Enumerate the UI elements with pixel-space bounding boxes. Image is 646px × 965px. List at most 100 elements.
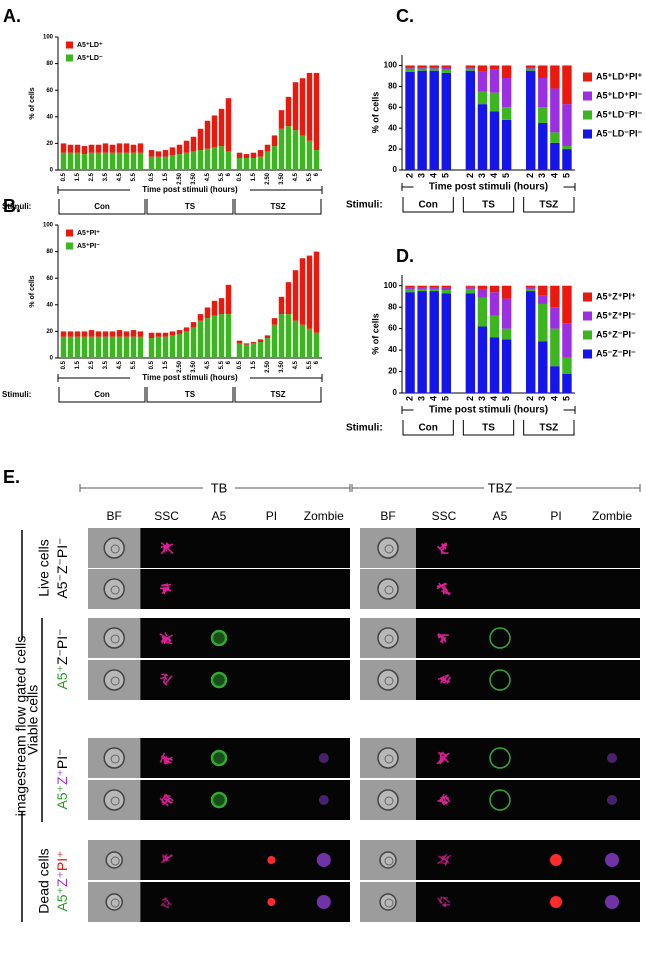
- condition-bg: [203, 481, 235, 495]
- ssc-signal: [161, 902, 166, 906]
- bf-cell: [103, 669, 125, 691]
- bf-nucleus: [110, 754, 120, 764]
- row-group-label: Dead cells: [36, 848, 52, 913]
- bar-segment: [130, 152, 137, 170]
- y-tick-label: 0: [50, 356, 54, 362]
- ssc-signal: [437, 674, 449, 681]
- x-tick-label: 5.5: [307, 360, 313, 369]
- bar-segment: [405, 288, 415, 293]
- pi-signal: [550, 896, 562, 908]
- group-bracket: [462, 197, 515, 213]
- bar-segment: [137, 152, 144, 170]
- ssc-signal: [438, 897, 443, 903]
- group-bracket: [146, 387, 234, 403]
- y-tick-label: 80: [46, 249, 53, 255]
- bar-segment: [211, 147, 218, 170]
- bar-segment: [162, 336, 169, 358]
- x-tick-label: 5.5: [307, 172, 313, 181]
- row-label-part: PI⁻: [54, 537, 70, 558]
- bar-segment: [95, 331, 102, 337]
- bar-segment: [313, 72, 320, 151]
- group-label: TS: [482, 200, 495, 211]
- x-tick-label: 3: [417, 173, 427, 178]
- x-tick-label: 3: [537, 396, 547, 401]
- bar-segment: [285, 282, 292, 315]
- bf-cell: [103, 627, 125, 649]
- bar-segment: [550, 307, 560, 329]
- ssc-signal: [160, 903, 170, 909]
- bf-nucleus: [384, 585, 394, 595]
- bar-segment: [417, 65, 427, 68]
- x-tick-label: 6: [226, 360, 232, 364]
- row-label: A5⁺Z⁻PI⁻: [54, 628, 70, 689]
- ssc-signal: [439, 901, 443, 904]
- channel-label: PI: [266, 509, 277, 523]
- legend-swatch: [66, 229, 73, 237]
- bar-segment: [313, 150, 320, 170]
- x-tick-label: 0.5: [149, 172, 155, 181]
- bar-segment: [88, 144, 95, 153]
- ssc-signal: [160, 853, 173, 864]
- bar-segment: [204, 148, 211, 170]
- legend-label: A5⁺LD⁺: [77, 42, 103, 49]
- stimuli-label: Stimuli:: [2, 390, 31, 399]
- bar-segment: [116, 336, 123, 358]
- bar-segment: [109, 336, 116, 358]
- bar-segment: [102, 336, 109, 358]
- bar-segment: [264, 335, 271, 339]
- x-tick-label: 6: [226, 172, 232, 176]
- bar-segment: [299, 135, 306, 170]
- bar-segment: [306, 255, 313, 329]
- bar-segment: [218, 108, 225, 147]
- bf-cell: [377, 627, 399, 649]
- legend-label: A5⁺PI⁺: [77, 230, 100, 237]
- legend-label: A5⁺LD⁻: [77, 55, 103, 62]
- ssc-signal: [164, 761, 171, 765]
- bar-segment: [123, 336, 130, 358]
- legend-label: A5⁺Z⁺PI⁻: [596, 310, 636, 320]
- bar-segment: [550, 366, 560, 393]
- x-tick-label: 5.5: [131, 360, 137, 369]
- bar-segment: [257, 150, 264, 157]
- zombie-signal: [607, 753, 617, 763]
- bf-cell: [103, 747, 125, 769]
- group-label: TS: [482, 423, 495, 434]
- bf-nucleus: [110, 898, 120, 908]
- y-tick-label: 0: [50, 168, 54, 174]
- ssc-signal: [162, 798, 171, 806]
- side-label: imagestream flow gated cells: [13, 636, 29, 817]
- bar-segment: [243, 343, 250, 345]
- x-tick-label: 0.5: [61, 360, 67, 369]
- bar-segment: [176, 154, 183, 170]
- bar-segment: [225, 98, 232, 152]
- bar-segment: [538, 78, 548, 108]
- row-label: A5⁻Z⁻PI⁻: [54, 537, 70, 598]
- bar-segment: [243, 154, 250, 159]
- a5-signal: [210, 791, 228, 809]
- row-group-label: Viable cells: [25, 685, 41, 756]
- bar-segment: [116, 330, 123, 337]
- panel-label: D.: [396, 246, 414, 266]
- ssc-signal: [444, 860, 449, 864]
- bar-segment: [67, 144, 74, 153]
- bar-segment: [285, 126, 292, 170]
- y-tick-label: 100: [43, 223, 54, 229]
- bar-segment: [501, 119, 512, 170]
- ssc-signal: [445, 676, 452, 684]
- bar-segment: [250, 343, 257, 358]
- ssc-signal: [160, 793, 168, 801]
- x-tick-label: 4: [489, 396, 499, 401]
- bar-segment: [489, 92, 500, 112]
- bar-segment: [417, 285, 427, 288]
- y-tick-label: 20: [46, 329, 53, 335]
- bar-segment: [271, 135, 278, 147]
- bar-segment: [102, 143, 109, 153]
- bar-segment: [292, 82, 299, 131]
- bar-segment: [538, 65, 548, 78]
- x-tick-label: 2.50: [265, 172, 271, 184]
- bar-segment: [405, 68, 415, 72]
- bar-segment: [183, 140, 190, 153]
- bar-segment: [306, 140, 313, 170]
- bar-segment: [183, 327, 190, 332]
- x-tick-label: 1.5: [251, 172, 257, 181]
